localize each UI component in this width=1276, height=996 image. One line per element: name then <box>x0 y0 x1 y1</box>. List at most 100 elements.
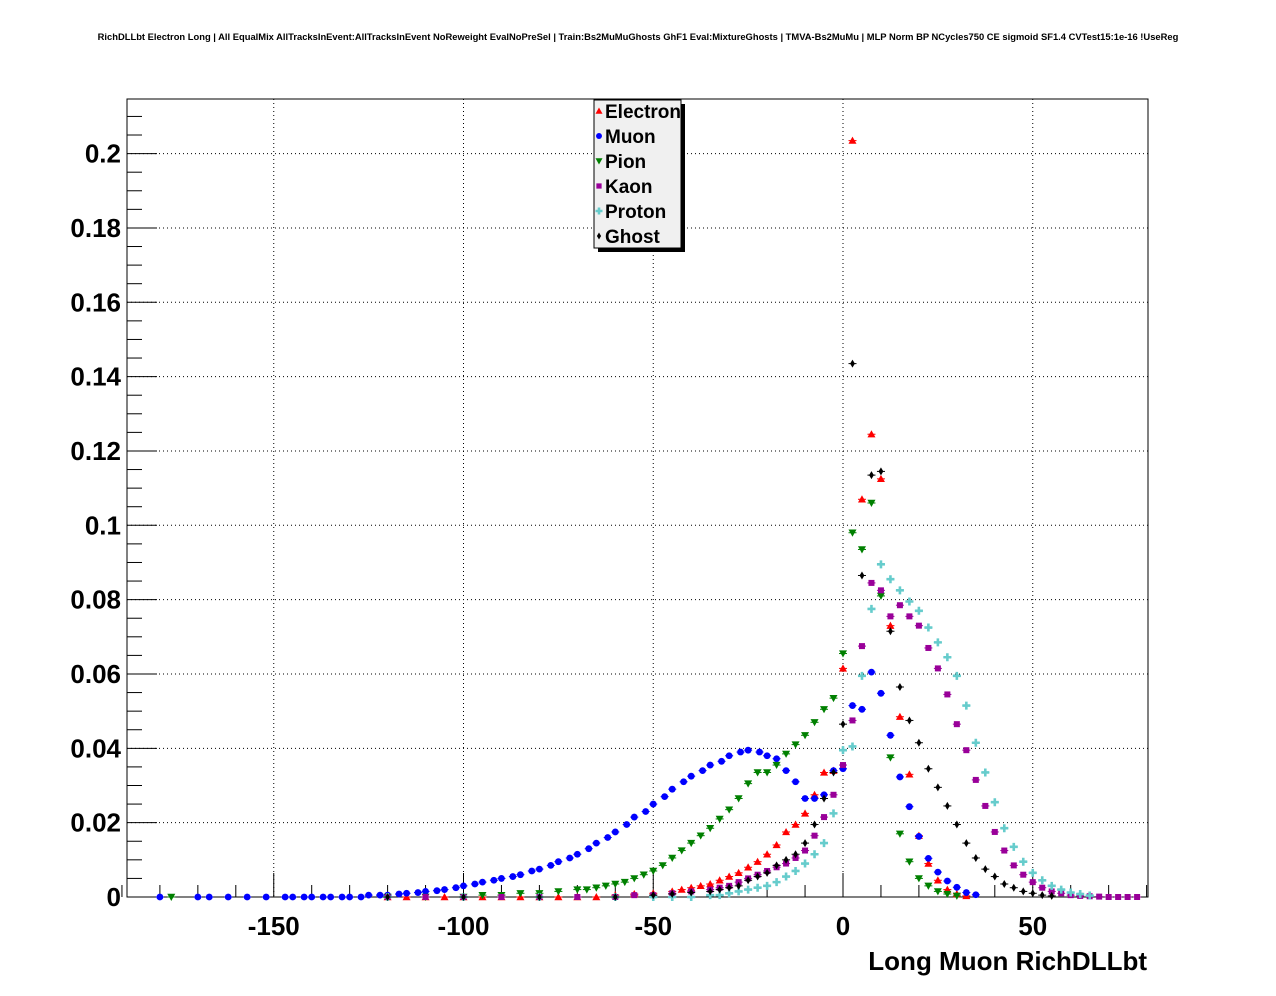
pion-series <box>167 499 961 901</box>
x-tick-label: -50 <box>634 911 672 941</box>
chart-title: RichDLLbt Electron Long | All EqualMix A… <box>97 31 1179 42</box>
proton-marker <box>895 586 904 595</box>
ghost-marker <box>688 888 694 897</box>
y-tick-label: 0.08 <box>70 585 121 615</box>
pion-marker <box>620 878 629 887</box>
muon-marker <box>858 705 866 713</box>
electron-marker <box>782 827 791 836</box>
pion-marker <box>601 882 610 890</box>
muon-marker <box>737 748 744 756</box>
kaon-marker <box>944 691 951 698</box>
muon-marker <box>517 871 524 879</box>
pion-marker <box>592 884 601 892</box>
ghost-marker <box>802 839 808 848</box>
y-tick-label: 0.16 <box>70 287 121 317</box>
muon-marker <box>756 748 763 756</box>
kaon-marker <box>811 832 818 839</box>
muon-marker <box>509 873 517 880</box>
muon-marker <box>706 761 714 769</box>
pion-marker <box>734 795 743 803</box>
electron-marker <box>725 872 734 880</box>
proton-marker <box>744 885 753 894</box>
legend-label: Kaon <box>605 177 653 198</box>
pion-marker <box>772 761 781 770</box>
ghost-marker <box>1030 889 1036 898</box>
pion-marker <box>744 780 753 788</box>
pion-marker <box>554 888 563 896</box>
proton-marker <box>839 746 847 755</box>
proton-marker <box>962 701 971 710</box>
kaon-marker <box>925 644 932 651</box>
kaon-marker <box>1039 884 1046 891</box>
pion-marker <box>810 719 819 727</box>
x-tick-label: 0 <box>836 911 850 941</box>
pion-marker <box>167 893 176 901</box>
ghost-marker <box>745 876 751 885</box>
muon-marker <box>699 767 706 775</box>
pion-marker <box>687 839 696 848</box>
electron-marker <box>440 893 449 901</box>
muon-marker <box>460 882 467 890</box>
muon-marker <box>868 668 875 676</box>
muon-marker <box>596 133 602 139</box>
pion-marker <box>791 741 800 749</box>
electron-marker <box>753 857 762 865</box>
kaon-marker <box>1124 894 1131 900</box>
pion-marker <box>478 891 487 900</box>
proton-marker <box>753 883 762 892</box>
kaon-marker <box>934 665 941 672</box>
electron-marker <box>867 430 876 438</box>
pion-marker <box>677 847 686 855</box>
muon-marker <box>490 876 498 884</box>
kaon-marker <box>1048 888 1055 895</box>
pion-marker <box>933 888 942 896</box>
proton-marker <box>1066 888 1075 897</box>
proton-marker <box>829 809 838 818</box>
kaon-marker <box>849 717 856 724</box>
legend: Electron Muon Pion Kaon Proton Ghost <box>593 99 685 252</box>
y-tick-label: 0.18 <box>70 213 121 243</box>
electron-marker <box>706 879 715 888</box>
electron-marker <box>595 107 603 114</box>
ghost-marker <box>650 891 656 900</box>
muon-marker <box>592 839 600 847</box>
x-axis-label: Long Muon RichDLLbt <box>868 946 1147 976</box>
muon-marker <box>479 878 486 886</box>
kaon-marker <box>840 762 846 769</box>
proton-marker <box>810 850 819 859</box>
ghost-marker <box>963 839 969 848</box>
proton-marker <box>952 671 961 680</box>
muon-marker <box>281 893 289 901</box>
proton-marker <box>848 742 857 751</box>
kaon-marker <box>1105 894 1112 900</box>
ghost-marker <box>878 467 884 476</box>
muon-marker <box>452 884 460 892</box>
y-tick-label: 0.04 <box>70 733 121 763</box>
pion-marker <box>706 825 715 833</box>
pion-marker <box>630 875 639 883</box>
ghost-marker <box>726 883 732 892</box>
proton-marker <box>763 881 772 890</box>
muon-marker <box>773 755 780 763</box>
proton-marker <box>820 839 829 848</box>
muon-marker <box>243 893 251 901</box>
muon-marker <box>528 867 536 875</box>
legend-label: Ghost <box>605 227 661 248</box>
muon-marker <box>395 890 403 898</box>
pion-marker <box>867 499 876 507</box>
proton-marker <box>876 560 885 569</box>
muon-marker <box>604 834 612 841</box>
pion-marker <box>649 867 658 875</box>
ghost-marker <box>612 893 618 901</box>
muon-marker <box>642 808 650 815</box>
muon-marker <box>649 800 657 808</box>
y-tick-label: 0.2 <box>85 139 121 169</box>
ghost-marker <box>831 768 836 777</box>
muon-marker <box>403 889 410 897</box>
pion-marker <box>782 750 791 758</box>
ghost-series <box>383 359 1056 901</box>
ghost-marker <box>840 720 846 729</box>
proton-marker <box>943 653 952 662</box>
muon-marker <box>338 893 346 901</box>
muon-marker <box>573 850 581 858</box>
